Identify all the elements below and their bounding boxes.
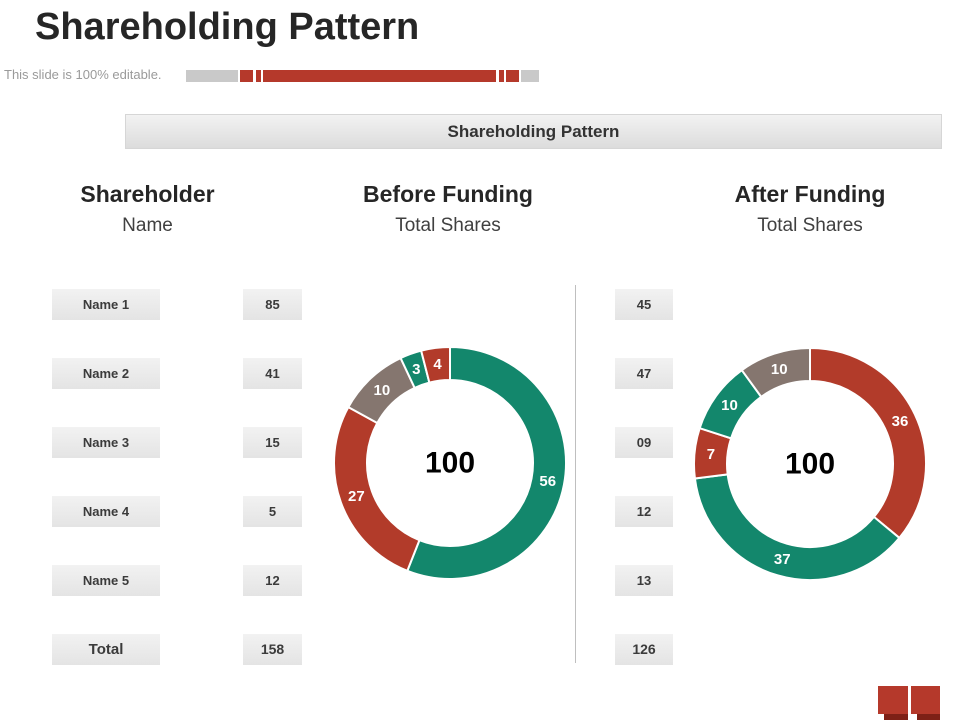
- deco-bar-segment: [186, 70, 238, 82]
- shareholder-name-cell: Name 3: [52, 427, 160, 458]
- shareholder-name-cell: Name 2: [52, 358, 160, 389]
- before-shares-cell: 12: [243, 565, 302, 596]
- after-shares-cell: 12: [615, 496, 673, 527]
- donut-segment-label: 3: [412, 361, 420, 378]
- column-header-after-funding: After Funding Total Shares: [690, 181, 930, 237]
- corner-decoration-square: [917, 714, 940, 720]
- corner-decoration-square: [911, 686, 940, 714]
- after-total-cell: 126: [615, 634, 673, 665]
- before-shares-cell: 41: [243, 358, 302, 389]
- before-shares-cell: 15: [243, 427, 302, 458]
- after-shares-cell: 45: [615, 289, 673, 320]
- banner-title: Shareholding Pattern: [125, 114, 942, 149]
- donut-segment: [693, 473, 901, 581]
- page-title: Shareholding Pattern: [35, 6, 420, 48]
- donut-segment-label: 10: [721, 397, 738, 414]
- donut-segment: [333, 405, 421, 573]
- column-header-before-funding: Before Funding Total Shares: [330, 181, 566, 237]
- decorative-bar: [186, 70, 539, 82]
- after-shares-cell: 09: [615, 427, 673, 458]
- donut-segment: [740, 346, 811, 399]
- before-shares-cell: 85: [243, 289, 302, 320]
- deco-bar-segment: [499, 70, 504, 82]
- after-shares-cell: 47: [615, 358, 673, 389]
- donut-center-label: 100: [425, 447, 475, 480]
- after-funding-column-subtitle: Total Shares: [757, 215, 863, 236]
- section-divider: [575, 285, 576, 663]
- before-funding-column-title: Before Funding: [363, 181, 533, 207]
- deco-bar-segment: [506, 70, 519, 82]
- column-header-shareholder: Shareholder Name: [45, 181, 250, 237]
- after-shares-cell: 13: [615, 565, 673, 596]
- shareholder-name-cell: Name 1: [52, 289, 160, 320]
- corner-decoration-square: [884, 714, 908, 720]
- after-funding-donut-chart: 36 37 7 10 10 100: [693, 346, 927, 581]
- deco-bar-segment: [256, 70, 261, 82]
- shareholder-name-cell: Name 4: [52, 496, 160, 527]
- before-shares-cell: 5: [243, 496, 302, 527]
- before-total-cell: 158: [243, 634, 302, 665]
- deco-bar-segment: [263, 70, 496, 82]
- shareholder-column-subtitle: Name: [122, 215, 173, 236]
- donut-segment-label: 10: [771, 361, 788, 378]
- donut-segment-label: 37: [774, 551, 791, 568]
- donut-segment-label: 10: [374, 382, 391, 399]
- corner-decoration-square: [878, 686, 908, 714]
- donut-segment-label: 4: [433, 356, 442, 373]
- donut-segment-label: 36: [892, 413, 909, 430]
- deco-bar-segment: [240, 70, 253, 82]
- total-label-cell: Total: [52, 634, 160, 665]
- editable-note: This slide is 100% editable.: [4, 67, 162, 82]
- donut-segment-label: 27: [348, 488, 365, 505]
- deco-bar-segment: [521, 70, 539, 82]
- before-funding-column-subtitle: Total Shares: [395, 215, 501, 236]
- donut-segment-label: 7: [707, 446, 715, 463]
- after-funding-column-title: After Funding: [734, 181, 886, 207]
- donut-segment: [809, 346, 927, 540]
- donut-segment: [405, 345, 567, 580]
- donut-segment: [419, 345, 451, 384]
- before-funding-donut-chart: 56 27 10 3 4 100: [333, 345, 567, 580]
- shareholder-column-title: Shareholder: [80, 181, 215, 207]
- donut-segment-label: 56: [539, 473, 556, 490]
- donut-center-label: 100: [785, 448, 835, 481]
- shareholder-name-cell: Name 5: [52, 565, 160, 596]
